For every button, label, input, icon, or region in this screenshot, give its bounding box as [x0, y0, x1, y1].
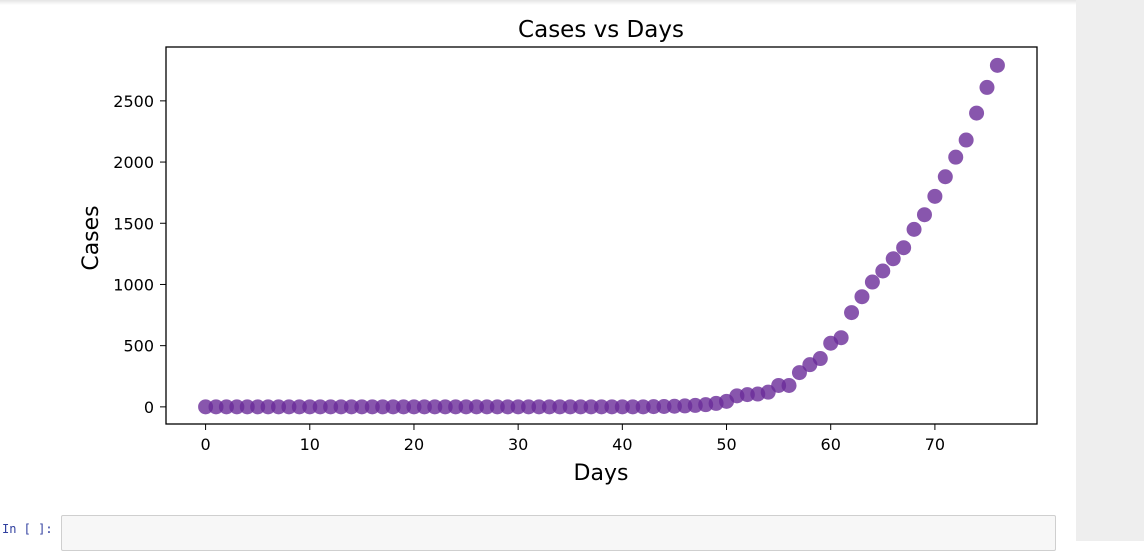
data-point — [812, 351, 828, 367]
data-point — [562, 399, 578, 415]
data-point — [781, 377, 797, 393]
data-point — [864, 274, 880, 290]
x-axis-ticks: 0 10 20 30 40 50 60 70 — [200, 424, 945, 454]
x-tick-label: 20 — [404, 435, 424, 454]
notebook-area: Cases vs Days 0 10 20 30 40 50 60 70 0 500 1000 15… — [0, 0, 1076, 551]
data-point — [479, 399, 495, 415]
data-point — [510, 399, 526, 415]
data-point — [635, 399, 651, 415]
toolbar-shadow — [0, 0, 1076, 5]
data-point — [354, 399, 370, 415]
right-side-panel — [1076, 0, 1144, 541]
data-point — [396, 399, 412, 415]
data-point — [531, 399, 547, 415]
data-point — [260, 399, 276, 415]
data-point — [521, 399, 537, 415]
data-point — [458, 399, 474, 415]
data-point — [229, 399, 245, 415]
data-point — [312, 399, 328, 415]
data-point — [239, 399, 255, 415]
x-tick-label: 50 — [716, 435, 736, 454]
data-point — [427, 399, 443, 415]
chart-title: Cases vs Days — [518, 17, 684, 43]
data-point — [573, 399, 589, 415]
data-point — [323, 399, 339, 415]
x-axis-label: Days — [574, 461, 629, 486]
data-point — [500, 399, 516, 415]
data-point — [969, 105, 985, 121]
data-point — [385, 399, 401, 415]
data-point — [416, 399, 432, 415]
y-tick-label: 2500 — [113, 92, 154, 111]
data-point — [218, 399, 234, 415]
x-tick-label: 0 — [200, 435, 210, 454]
data-point — [656, 398, 672, 414]
data-point — [594, 399, 609, 415]
data-point — [343, 399, 359, 415]
data-point — [271, 399, 287, 415]
next-cell-code-input[interactable] — [61, 515, 1056, 551]
x-tick-label: 40 — [612, 435, 632, 454]
data-point — [302, 399, 318, 415]
x-tick-label: 10 — [300, 435, 320, 454]
y-tick-label: 1000 — [113, 275, 154, 294]
data-point — [489, 399, 505, 415]
data-point — [854, 289, 870, 305]
data-point — [541, 399, 557, 415]
data-point — [291, 399, 307, 415]
data-point — [958, 132, 974, 148]
data-point — [375, 399, 391, 415]
y-tick-label: 2000 — [113, 153, 154, 172]
y-tick-label: 1500 — [113, 214, 154, 233]
scatter-chart: Cases vs Days 0 10 20 30 40 50 60 70 0 500 1000 15… — [79, 17, 1038, 486]
data-point — [844, 305, 860, 321]
data-point — [208, 399, 224, 415]
data-point — [979, 79, 995, 95]
y-axis-ticks: 0 500 1000 1500 2000 2500 — [113, 92, 166, 417]
data-point — [646, 399, 662, 415]
data-point — [250, 399, 266, 415]
data-point — [448, 399, 464, 415]
data-point — [333, 399, 349, 415]
data-point — [583, 399, 599, 415]
data-point — [791, 365, 807, 381]
data-point — [468, 399, 484, 415]
y-tick-label: 500 — [123, 337, 154, 356]
data-point — [875, 263, 891, 279]
data-point — [896, 240, 912, 256]
data-point — [937, 169, 953, 185]
data-point — [625, 399, 641, 415]
data-point — [771, 377, 787, 393]
data-point — [989, 57, 1005, 73]
x-tick-label: 60 — [821, 435, 841, 454]
data-point — [281, 399, 297, 415]
x-tick-label: 70 — [925, 435, 945, 454]
data-point — [437, 399, 453, 415]
next-cell-prompt: In [ ]: — [2, 522, 53, 536]
data-point — [906, 221, 922, 237]
data-point — [364, 399, 380, 415]
x-tick-label: 30 — [508, 435, 528, 454]
data-point — [927, 188, 943, 204]
data-point — [833, 330, 849, 346]
y-axis-label: Cases — [79, 205, 104, 270]
data-point — [614, 399, 630, 415]
data-point — [198, 399, 214, 415]
y-tick-label: 0 — [144, 398, 154, 417]
data-point — [406, 399, 422, 415]
data-point — [552, 399, 568, 415]
data-point — [885, 251, 901, 267]
data-point — [948, 149, 964, 165]
data-point — [916, 207, 932, 223]
plot-area-frame — [165, 46, 1038, 425]
data-points — [198, 57, 1005, 415]
data-point — [604, 399, 620, 415]
